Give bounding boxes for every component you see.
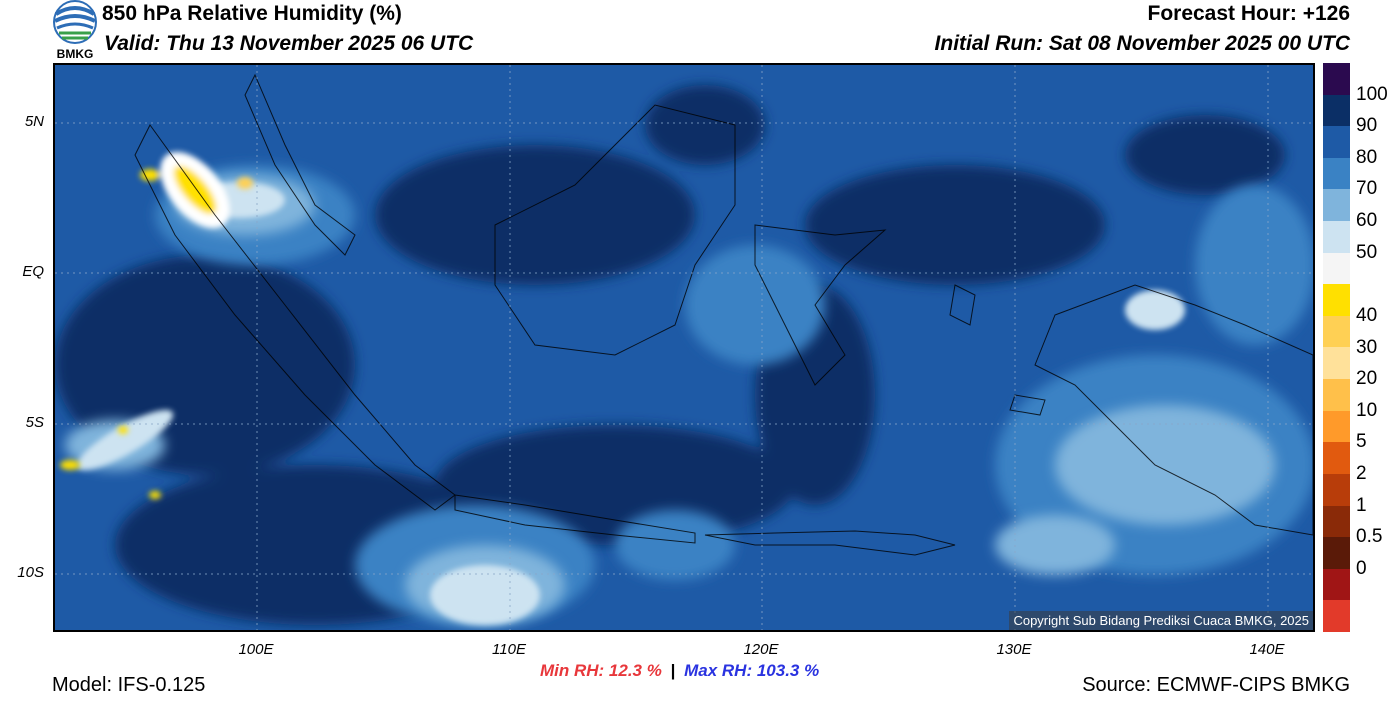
colorbar-label: 1 [1356,494,1367,516]
colorbar-label: 50 [1356,241,1378,263]
colorbar-label: 60 [1356,210,1378,232]
initial-run: Initial Run: Sat 08 November 2025 00 UTC [934,32,1350,55]
colorbar-segment [1323,505,1350,538]
colorbar [1323,63,1350,632]
lat-label-10s: 10S [17,564,44,581]
data-source: Source: ECMWF-CIPS BMKG [1082,674,1350,696]
stats-separator: | [670,661,676,680]
lon-label-110e: 110E [492,641,526,658]
colorbar-segment [1323,600,1350,632]
valid-time: Valid: Thu 13 November 2025 06 UTC [104,32,474,55]
colorbar-segment [1323,284,1350,316]
colorbar-label: 100 [1356,83,1388,105]
colorbar-label: 30 [1356,336,1378,358]
colorbar-label: 0.5 [1356,526,1383,548]
humidity-field [55,65,1313,630]
colorbar-label: 70 [1356,178,1378,200]
lat-label-5n: 5N [24,113,44,130]
colorbar-segment [1323,221,1350,253]
lon-label-140e: 140E [1249,641,1285,658]
colorbar-label: 10 [1356,399,1378,421]
lat-label-5s: 5S [25,414,44,431]
colorbar-label: 5 [1356,431,1367,453]
lon-label-130e: 130E [996,641,1032,658]
colorbar-segment [1323,379,1350,411]
map-title: 850 hPa Relative Humidity (%) [102,2,402,25]
colorbar-segment [1323,442,1350,474]
forecast-hour: Forecast Hour: +126 [1147,2,1351,25]
colorbar-label: 90 [1356,115,1378,137]
colorbar-segment [1323,252,1350,285]
colorbar-segment [1323,157,1350,190]
colorbar-segment [1323,94,1350,127]
colorbar-label: 80 [1356,146,1378,168]
colorbar-segment [1323,473,1350,506]
colorbar-label: 20 [1356,368,1378,390]
colorbar-label: 2 [1356,462,1367,484]
lat-label-eq: EQ [22,263,44,280]
colorbar-segment [1323,189,1350,222]
min-rh: Min RH: 12.3 % [540,661,662,680]
bmkg-logo [52,0,98,62]
colorbar-segment [1323,315,1350,348]
lon-label-120e: 120E [743,641,779,658]
rh-stats: Min RH: 12.3 % | Max RH: 103.3 % [540,661,819,681]
lon-label-100e: 100E [238,641,274,658]
colorbar-segment [1323,347,1350,380]
colorbar-segment [1323,126,1350,158]
max-rh: Max RH: 103.3 % [684,661,820,680]
humidity-map [53,63,1315,632]
colorbar-segment [1323,568,1350,601]
colorbar-label: 0 [1356,557,1367,579]
colorbar-segment [1323,410,1350,443]
logo-label: BMKG [56,47,94,61]
colorbar-label: 40 [1356,304,1378,326]
colorbar-segment [1323,63,1350,95]
copyright-note: Copyright Sub Bidang Prediksi Cuaca BMKG… [1009,611,1313,630]
colorbar-segment [1323,537,1350,569]
model-name: Model: IFS-0.125 [52,674,206,696]
